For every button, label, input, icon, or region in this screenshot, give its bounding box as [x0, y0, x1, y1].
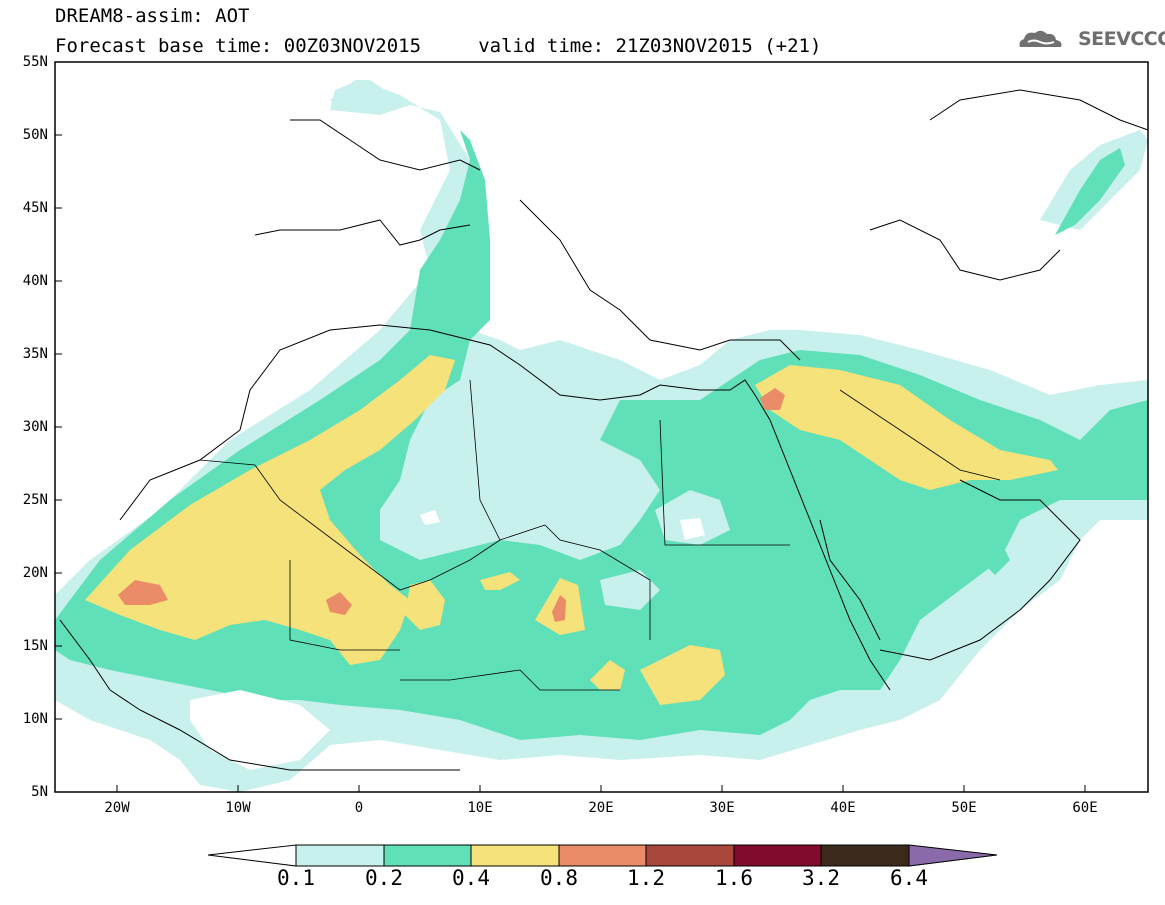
lat-label: 25N	[22, 492, 48, 508]
lon-label: 10E	[467, 800, 493, 816]
colorbar-under	[207, 844, 297, 867]
colorbar-label: 0.2	[365, 866, 403, 890]
lat-label: 40N	[22, 273, 48, 289]
colorbar-label: 0.4	[452, 866, 490, 890]
lat-label: 30N	[22, 419, 48, 435]
colorbar-box-0	[295, 844, 385, 867]
aot-layer-white	[190, 510, 705, 770]
cloud-icon	[1019, 30, 1062, 47]
lon-label: 40E	[830, 800, 856, 816]
colorbar-box-1	[383, 844, 472, 867]
lat-label: 35N	[22, 346, 48, 362]
lat-label: 45N	[22, 200, 48, 216]
colorbar-label: 1.6	[715, 866, 753, 890]
lat-label: 55N	[22, 54, 48, 70]
aot-layer-holes	[410, 380, 730, 610]
borders	[199, 379, 1001, 691]
colorbar-over	[908, 844, 998, 867]
logo-text: SEEVCCC	[1078, 28, 1165, 50]
lat-label: 10N	[22, 711, 48, 727]
axis-ticks	[55, 61, 1086, 792]
colorbar-label: 3.2	[802, 866, 840, 890]
lon-label: 10W	[225, 800, 251, 816]
lon-label: 60E	[1072, 800, 1098, 816]
colorbar-label: 0.1	[277, 866, 315, 890]
lon-label: 20W	[104, 800, 130, 816]
lat-label: 15N	[22, 638, 48, 654]
colorbar-box-5	[733, 844, 822, 867]
lat-label: 5N	[31, 784, 48, 800]
aot-layer-0-4	[85, 355, 1058, 705]
colorbar-label: 6.4	[890, 866, 928, 890]
lat-label: 50N	[22, 127, 48, 143]
colorbar-label: 0.8	[540, 866, 578, 890]
colorbar-box-6	[820, 844, 910, 867]
lat-label: 20N	[22, 565, 48, 581]
title-line-2: Forecast base time: 00Z03NOV2015 valid t…	[55, 35, 822, 57]
colorbar-box-2	[470, 844, 560, 867]
colorbar-label: 1.2	[627, 866, 665, 890]
lon-label: 50E	[951, 800, 977, 816]
lon-label: 0	[354, 800, 364, 816]
lon-label: 20E	[588, 800, 614, 816]
colorbar-box-4	[645, 844, 735, 867]
lon-label: 30E	[709, 800, 735, 816]
colorbar-box-3	[558, 844, 647, 867]
coastlines	[59, 89, 1149, 771]
title-line-1: DREAM8-assim: AOT	[55, 5, 250, 27]
colorbar	[207, 844, 998, 867]
aot-layer-0-8	[118, 388, 785, 622]
